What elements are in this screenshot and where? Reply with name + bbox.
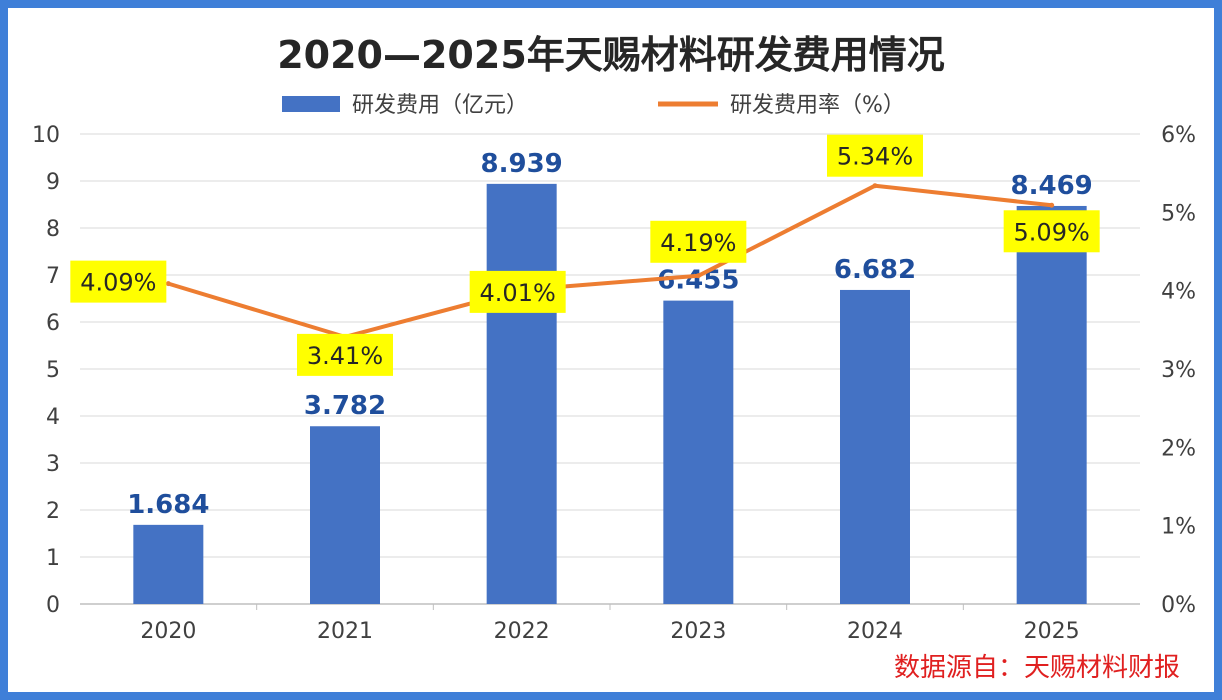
bar-value-label: 6.455 [657,266,739,296]
right-tick-label: 6% [1161,123,1196,148]
left-tick-label: 5 [46,358,60,383]
bar-labels: 1.684 3.782 8.939 6.455 6.682 8.469 [127,149,1093,520]
bar-series [133,183,1087,604]
right-tick-label: 1% [1161,515,1196,540]
bar [840,289,910,604]
bar-value-label: 8.469 [1011,171,1093,201]
left-tick-label: 6 [46,311,60,336]
bar [663,300,734,604]
left-tick-label: 4 [46,405,60,430]
legend-line-label: 研发费用率（%） [730,93,905,118]
left-tick-label: 1 [46,546,60,571]
legend: 研发费用（亿元） 研发费用率（%） [282,93,905,118]
rate-label-highlight [469,270,566,313]
left-tick-label: 9 [46,170,60,195]
bar-value-label: 3.782 [304,391,386,421]
bar-value-label: 6.682 [834,255,916,285]
left-tick-label: 3 [46,452,60,477]
bar [133,524,204,604]
rate-label-highlight [70,260,167,303]
bar-value-label: 1.684 [127,490,209,520]
line-labels: 4.09% 3.41% 4.01% 4.19% 5.34% 5.09% [70,134,1100,376]
right-tick-label: 2% [1161,436,1196,461]
right-tick-label: 5% [1161,201,1196,226]
right-axis: 0% 1% 2% 3% 4% 5% 6% [1161,123,1196,618]
right-tick-label: 3% [1161,358,1196,383]
x-tick-label: 2021 [317,619,373,644]
legend-bar-swatch [282,96,340,112]
right-tick-label: 0% [1161,593,1196,618]
x-tick-label: 2024 [847,619,903,644]
right-tick-label: 4% [1161,280,1196,305]
x-tick-label: 2020 [140,619,196,644]
rate-label-highlight [297,333,393,376]
left-tick-label: 8 [46,217,60,242]
left-axis: 0 1 2 3 4 5 6 7 8 9 10 [32,123,60,618]
rate-label-highlight [1003,210,1100,253]
x-tick-label: 2023 [670,619,726,644]
rate-value-label: 4.01% [480,279,556,307]
rate-point [872,183,878,189]
rate-value-label: 5.09% [1014,218,1090,246]
left-tick-label: 10 [32,123,60,148]
left-tick-label: 0 [46,593,60,618]
rate-line [167,183,1052,339]
gridlines [80,133,1140,605]
x-axis: 2020 2021 2022 2023 2024 2025 [140,604,1080,644]
chart-title: 2020—2025年天赐材料研发费用情况 [277,33,945,77]
rate-value-label: 4.09% [80,269,156,297]
bar [310,426,380,604]
bar [486,183,557,604]
line-series [165,183,1055,340]
x-tick-label: 2022 [494,619,550,644]
rate-value-label: 5.34% [837,143,913,171]
legend-bar-label: 研发费用（亿元） [352,93,528,118]
bar-value-label: 8.939 [481,149,563,179]
bar [1016,205,1087,604]
rate-point [165,281,171,287]
x-tick-label: 2025 [1024,619,1080,644]
rate-value-label: 3.41% [307,342,383,370]
left-tick-label: 7 [46,264,60,289]
source-note: 数据源自：天赐材料财报 [894,653,1180,683]
rate-label-highlight [650,220,747,263]
rate-value-label: 4.19% [660,229,736,257]
rate-label-highlight [827,134,923,177]
rate-point [1049,202,1055,208]
left-tick-label: 2 [46,499,60,524]
rate-point [695,273,701,279]
